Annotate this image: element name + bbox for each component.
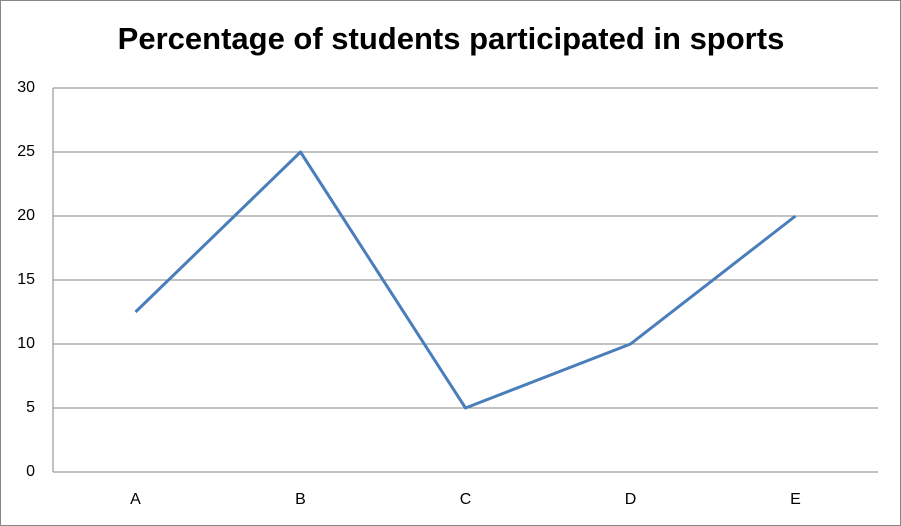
y-tick-label: 20 xyxy=(17,207,35,224)
x-tick-label: D xyxy=(625,491,637,508)
x-tick-label: B xyxy=(295,491,306,508)
y-tick-label: 0 xyxy=(26,463,35,480)
chart-title: Percentage of students participated in s… xyxy=(118,21,785,56)
y-tick-label: 15 xyxy=(17,271,35,288)
line-series xyxy=(134,150,797,410)
x-tick-label: C xyxy=(460,491,472,508)
x-tick-label: A xyxy=(130,491,141,508)
x-tick-label: E xyxy=(790,491,801,508)
y-tick-label: 25 xyxy=(17,143,35,160)
y-tick-label: 30 xyxy=(17,79,35,96)
y-tick-label: 5 xyxy=(26,399,35,416)
y-tick-label: 10 xyxy=(17,335,35,352)
